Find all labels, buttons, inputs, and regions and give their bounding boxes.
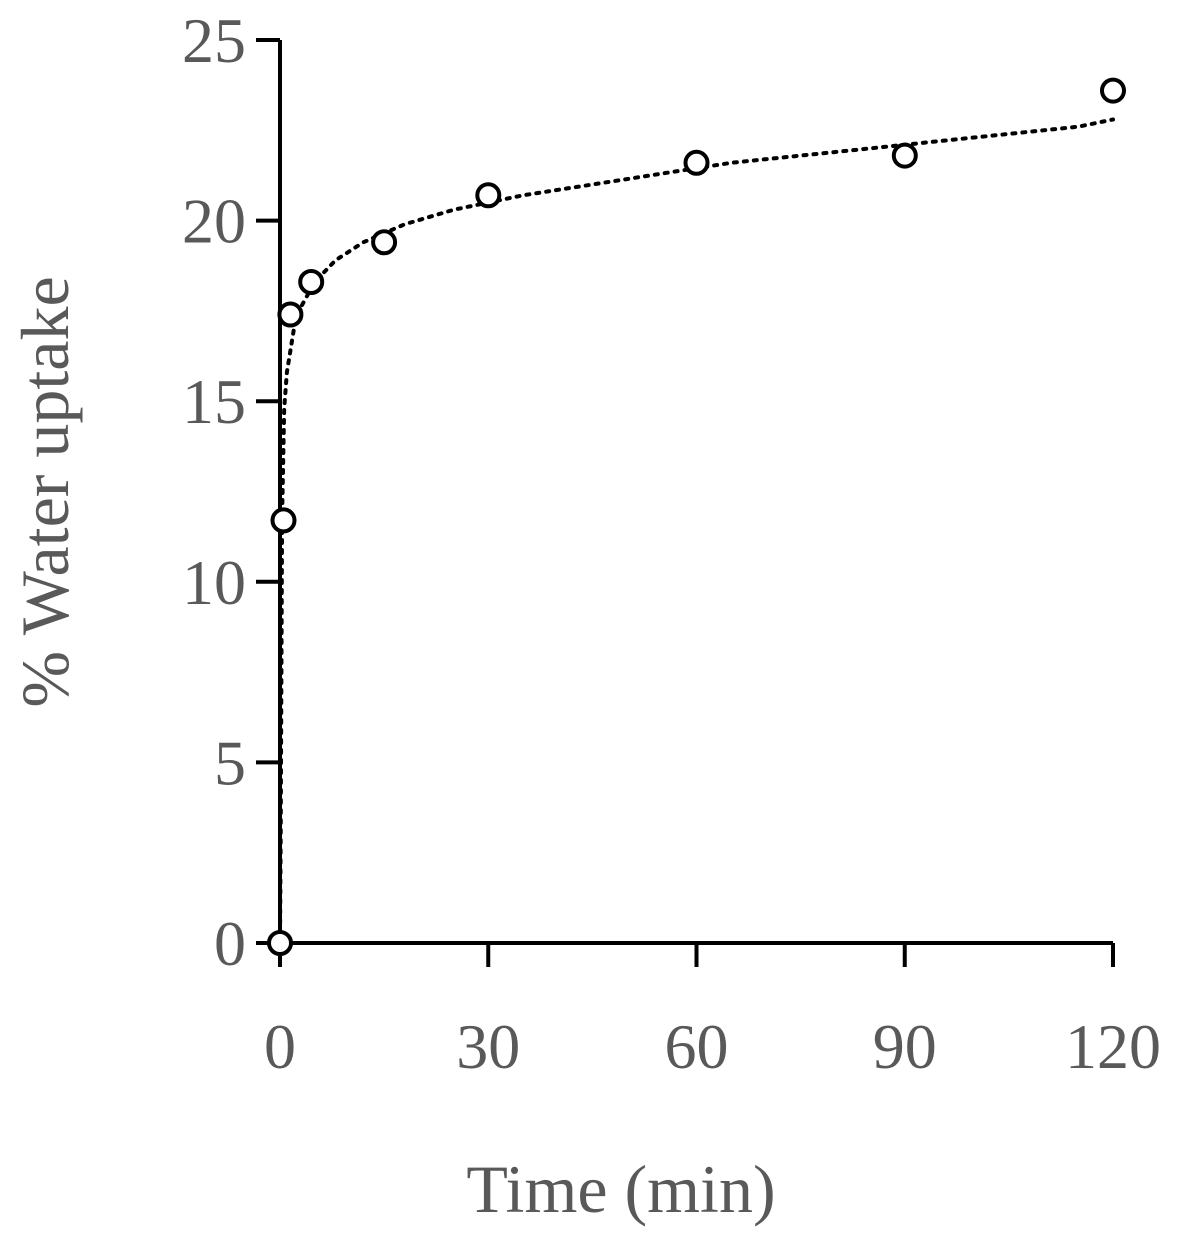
y-tick-label: 25 <box>182 5 246 76</box>
y-tick-label: 5 <box>214 727 246 798</box>
y-tick-label: 10 <box>182 547 246 618</box>
data-points <box>267 77 1126 956</box>
y-axis-ticks: 0 5 10 15 20 25 <box>182 5 280 979</box>
y-axis-title: % Water uptake <box>7 276 83 707</box>
x-tick-label: 120 <box>1065 1011 1161 1082</box>
y-tick-label: 20 <box>182 186 246 257</box>
x-axis-ticks: 0 30 60 90 120 <box>264 943 1161 1082</box>
data-point <box>267 930 293 956</box>
trendline <box>278 117 1115 945</box>
data-point <box>891 142 918 169</box>
data-point <box>475 182 502 209</box>
data-point <box>1100 77 1126 104</box>
x-axis-title: Time (min) <box>466 1151 775 1227</box>
data-point <box>277 301 304 328</box>
data-point <box>270 507 297 534</box>
x-tick-label: 60 <box>665 1011 729 1082</box>
data-point <box>683 149 710 176</box>
y-tick-label: 0 <box>214 908 246 979</box>
x-tick-label: 30 <box>456 1011 520 1082</box>
y-tick-label: 15 <box>182 366 246 437</box>
data-point <box>371 229 398 256</box>
x-tick-label: 0 <box>264 1011 296 1082</box>
data-point <box>298 269 325 295</box>
x-tick-label: 90 <box>873 1011 937 1082</box>
